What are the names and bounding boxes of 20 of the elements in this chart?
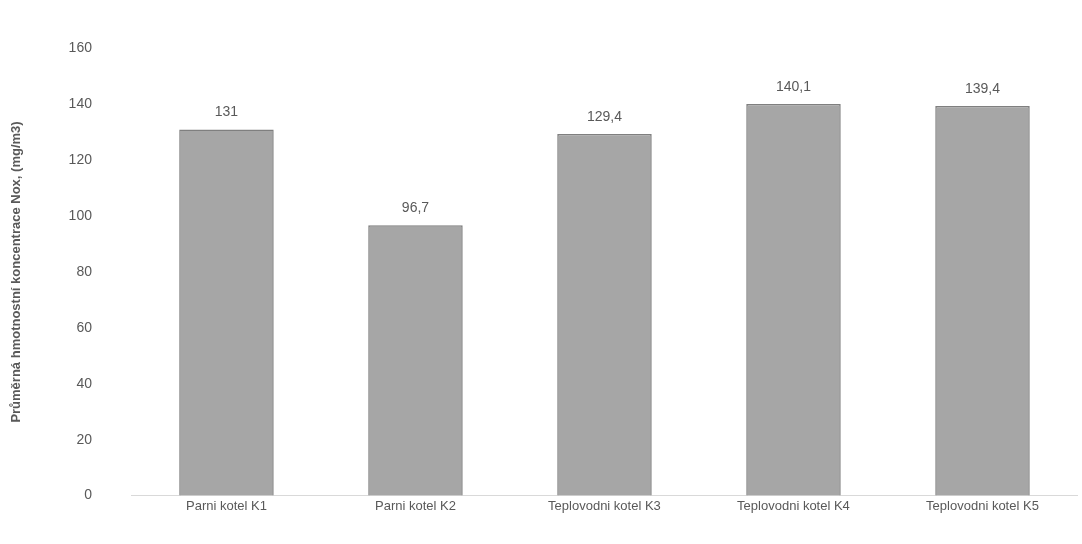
y-tick-label: 80	[76, 262, 93, 279]
data-label: 139,4	[964, 79, 1001, 96]
y-tick-label: 140	[68, 95, 93, 112]
x-tick-label: Teplovodni kotel K4	[737, 497, 850, 513]
y-axis-title: Průměrná hmotnostní koncentrace Nox, (mg/m3)	[8, 121, 24, 423]
data-label: 131	[214, 103, 239, 120]
y-tick-label: 0	[84, 486, 93, 503]
y-tick-label: 120	[68, 151, 93, 168]
y-tick-label: 160	[68, 39, 93, 56]
x-tick-label: Parni kotel K2	[375, 497, 456, 513]
y-tick-label: 40	[76, 374, 93, 391]
y-tick-label: 20	[76, 430, 93, 447]
y-tick-label: 100	[68, 206, 93, 223]
x-tick-label: Parni kotel K1	[185, 497, 267, 513]
y-tick-label: 60	[76, 318, 93, 335]
x-tick-label: Teplovodni kotel K3	[548, 497, 661, 513]
data-label: 140,1	[775, 77, 812, 94]
data-label: 129,4	[586, 107, 623, 124]
data-label: 96,7	[401, 199, 430, 216]
x-tick-label: Teplovodni kotel K5	[926, 497, 1039, 513]
